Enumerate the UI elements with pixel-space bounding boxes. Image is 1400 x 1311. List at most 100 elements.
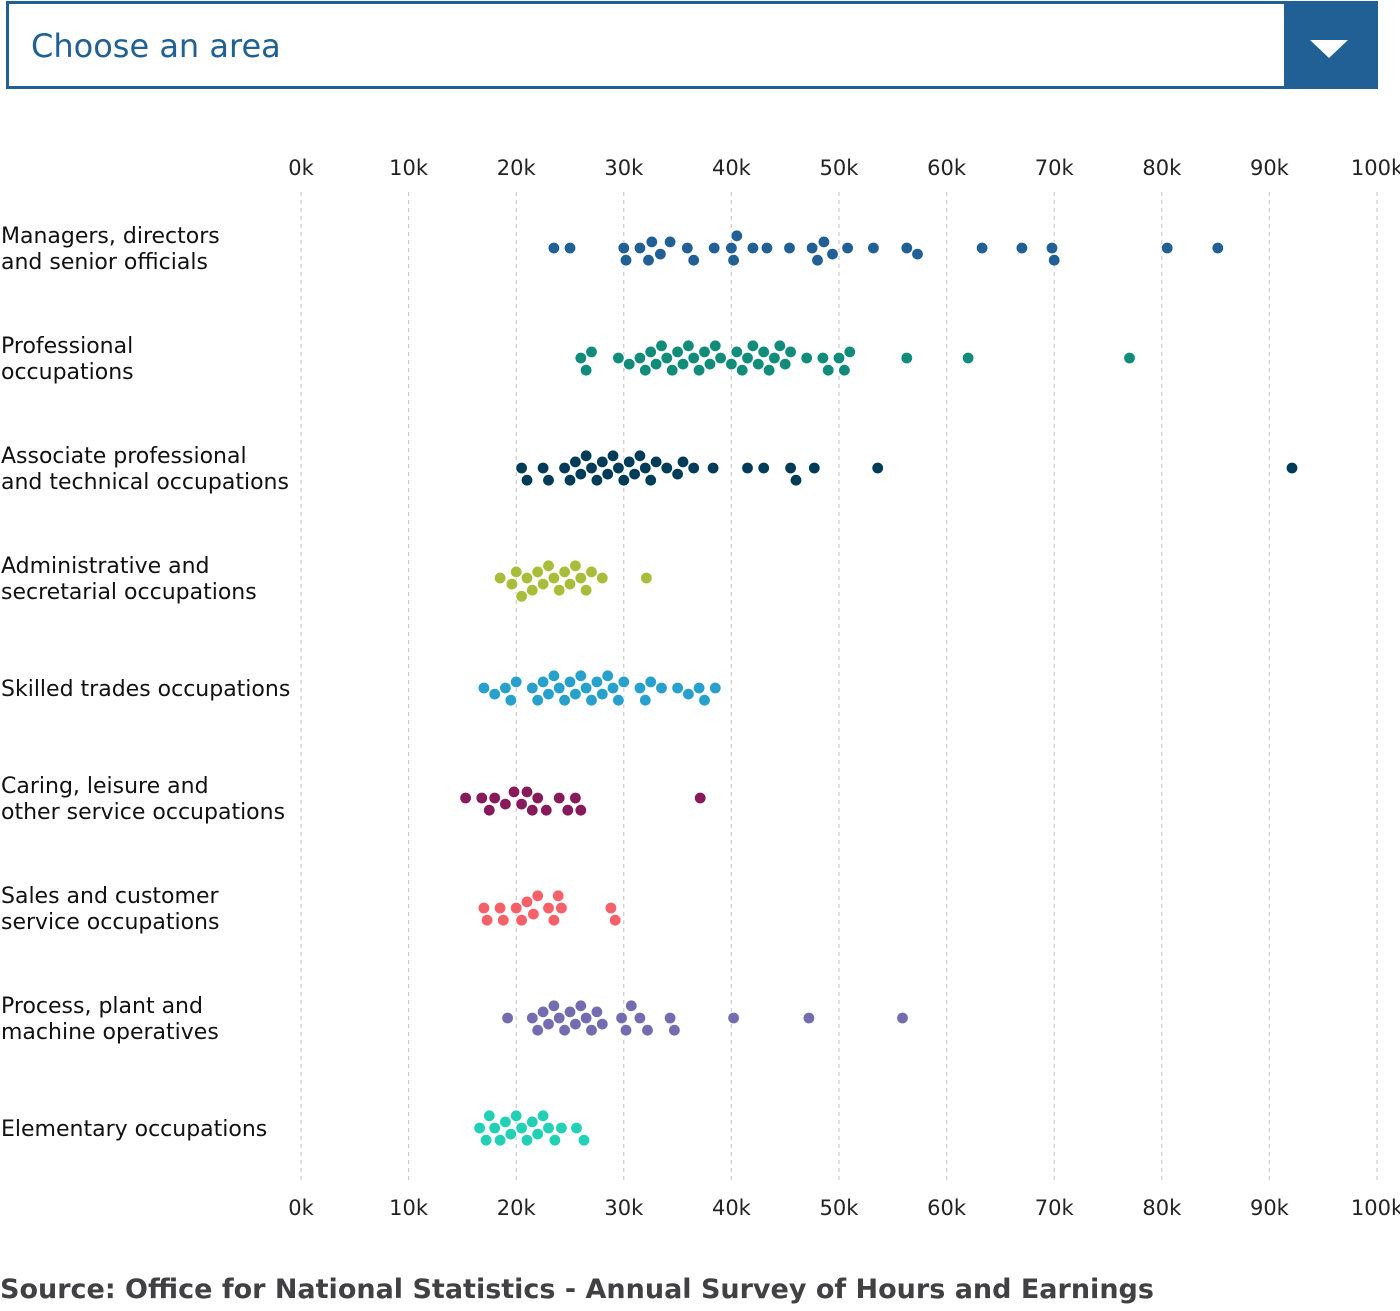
data-point[interactable]	[800, 351, 813, 365]
data-point[interactable]	[1047, 253, 1061, 267]
data-point[interactable]	[473, 1121, 486, 1135]
data-point[interactable]	[563, 1005, 577, 1019]
data-point[interactable]	[619, 253, 633, 267]
data-point[interactable]	[585, 1024, 598, 1037]
data-point[interactable]	[730, 229, 744, 243]
data-point[interactable]	[488, 687, 501, 701]
data-point[interactable]	[694, 791, 707, 805]
data-point[interactable]	[574, 804, 588, 817]
data-point[interactable]	[574, 999, 588, 1013]
data-point[interactable]	[579, 584, 593, 597]
data-point[interactable]	[762, 364, 776, 377]
data-point[interactable]	[676, 455, 690, 469]
data-point[interactable]	[547, 914, 561, 927]
data-point[interactable]	[596, 571, 609, 585]
data-point[interactable]	[493, 901, 507, 915]
data-point[interactable]	[526, 1011, 539, 1025]
data-point[interactable]	[596, 1017, 609, 1031]
data-point[interactable]	[606, 681, 620, 695]
data-point[interactable]	[900, 241, 914, 255]
data-point[interactable]	[633, 449, 647, 463]
data-point[interactable]	[547, 669, 561, 683]
data-point[interactable]	[666, 364, 679, 377]
data-point[interactable]	[633, 351, 647, 365]
data-point[interactable]	[741, 461, 754, 475]
data-point[interactable]	[649, 455, 663, 469]
data-point[interactable]	[617, 675, 631, 689]
data-point[interactable]	[504, 694, 518, 707]
data-point[interactable]	[604, 901, 618, 915]
data-point[interactable]	[579, 1011, 593, 1025]
data-point[interactable]	[789, 474, 803, 487]
data-point[interactable]	[526, 804, 539, 817]
data-point[interactable]	[515, 914, 528, 927]
data-point[interactable]	[641, 1024, 654, 1037]
data-point[interactable]	[569, 455, 582, 469]
data-point[interactable]	[639, 364, 652, 377]
data-point[interactable]	[510, 565, 523, 579]
data-point[interactable]	[741, 351, 754, 365]
data-point[interactable]	[542, 559, 555, 573]
data-point[interactable]	[542, 474, 555, 487]
data-point[interactable]	[569, 1017, 582, 1031]
data-point[interactable]	[900, 351, 914, 365]
data-point[interactable]	[612, 694, 625, 707]
data-point[interactable]	[1045, 241, 1059, 255]
data-point[interactable]	[623, 357, 636, 371]
data-point[interactable]	[642, 253, 655, 267]
data-point[interactable]	[817, 235, 831, 249]
data-point[interactable]	[531, 1127, 544, 1141]
data-point[interactable]	[488, 791, 501, 805]
data-point[interactable]	[1123, 351, 1136, 365]
data-point[interactable]	[617, 241, 631, 255]
data-point[interactable]	[649, 357, 663, 371]
data-point[interactable]	[975, 241, 989, 255]
data-point[interactable]	[961, 351, 975, 365]
data-point[interactable]	[784, 461, 797, 475]
data-point[interactable]	[542, 1121, 555, 1135]
data-point[interactable]	[569, 559, 582, 573]
data-point[interactable]	[783, 241, 796, 255]
data-point[interactable]	[615, 1011, 628, 1025]
data-point[interactable]	[725, 357, 738, 371]
data-point[interactable]	[698, 694, 711, 707]
data-point[interactable]	[628, 467, 641, 481]
data-point[interactable]	[536, 1005, 550, 1019]
data-point[interactable]	[663, 1011, 677, 1025]
data-point[interactable]	[542, 687, 555, 701]
data-point[interactable]	[563, 241, 577, 255]
data-point[interactable]	[579, 681, 593, 695]
data-point[interactable]	[510, 675, 523, 689]
data-point[interactable]	[687, 253, 700, 267]
data-point[interactable]	[727, 253, 740, 267]
data-point[interactable]	[746, 241, 760, 255]
data-point[interactable]	[1015, 241, 1029, 255]
data-point[interactable]	[531, 565, 544, 579]
data-point[interactable]	[527, 907, 540, 921]
data-point[interactable]	[676, 357, 690, 371]
data-point[interactable]	[838, 364, 851, 377]
data-point[interactable]	[706, 461, 720, 475]
data-point[interactable]	[505, 577, 519, 591]
data-point[interactable]	[475, 791, 489, 805]
data-point[interactable]	[609, 914, 622, 927]
data-point[interactable]	[520, 474, 534, 487]
data-point[interactable]	[826, 247, 839, 261]
data-point[interactable]	[531, 1024, 544, 1037]
data-point[interactable]	[558, 565, 571, 579]
data-point[interactable]	[601, 669, 614, 683]
data-point[interactable]	[639, 461, 652, 475]
data-point[interactable]	[499, 797, 512, 811]
data-point[interactable]	[671, 345, 684, 359]
data-point[interactable]	[617, 474, 631, 487]
data-point[interactable]	[526, 1115, 539, 1129]
data-point[interactable]	[601, 467, 614, 481]
data-point[interactable]	[558, 461, 571, 475]
data-point[interactable]	[520, 895, 534, 909]
data-point[interactable]	[459, 791, 472, 805]
data-point[interactable]	[660, 351, 674, 365]
data-point[interactable]	[577, 1133, 591, 1147]
data-point[interactable]	[709, 681, 722, 695]
data-point[interactable]	[515, 1121, 528, 1135]
data-point[interactable]	[671, 681, 684, 695]
